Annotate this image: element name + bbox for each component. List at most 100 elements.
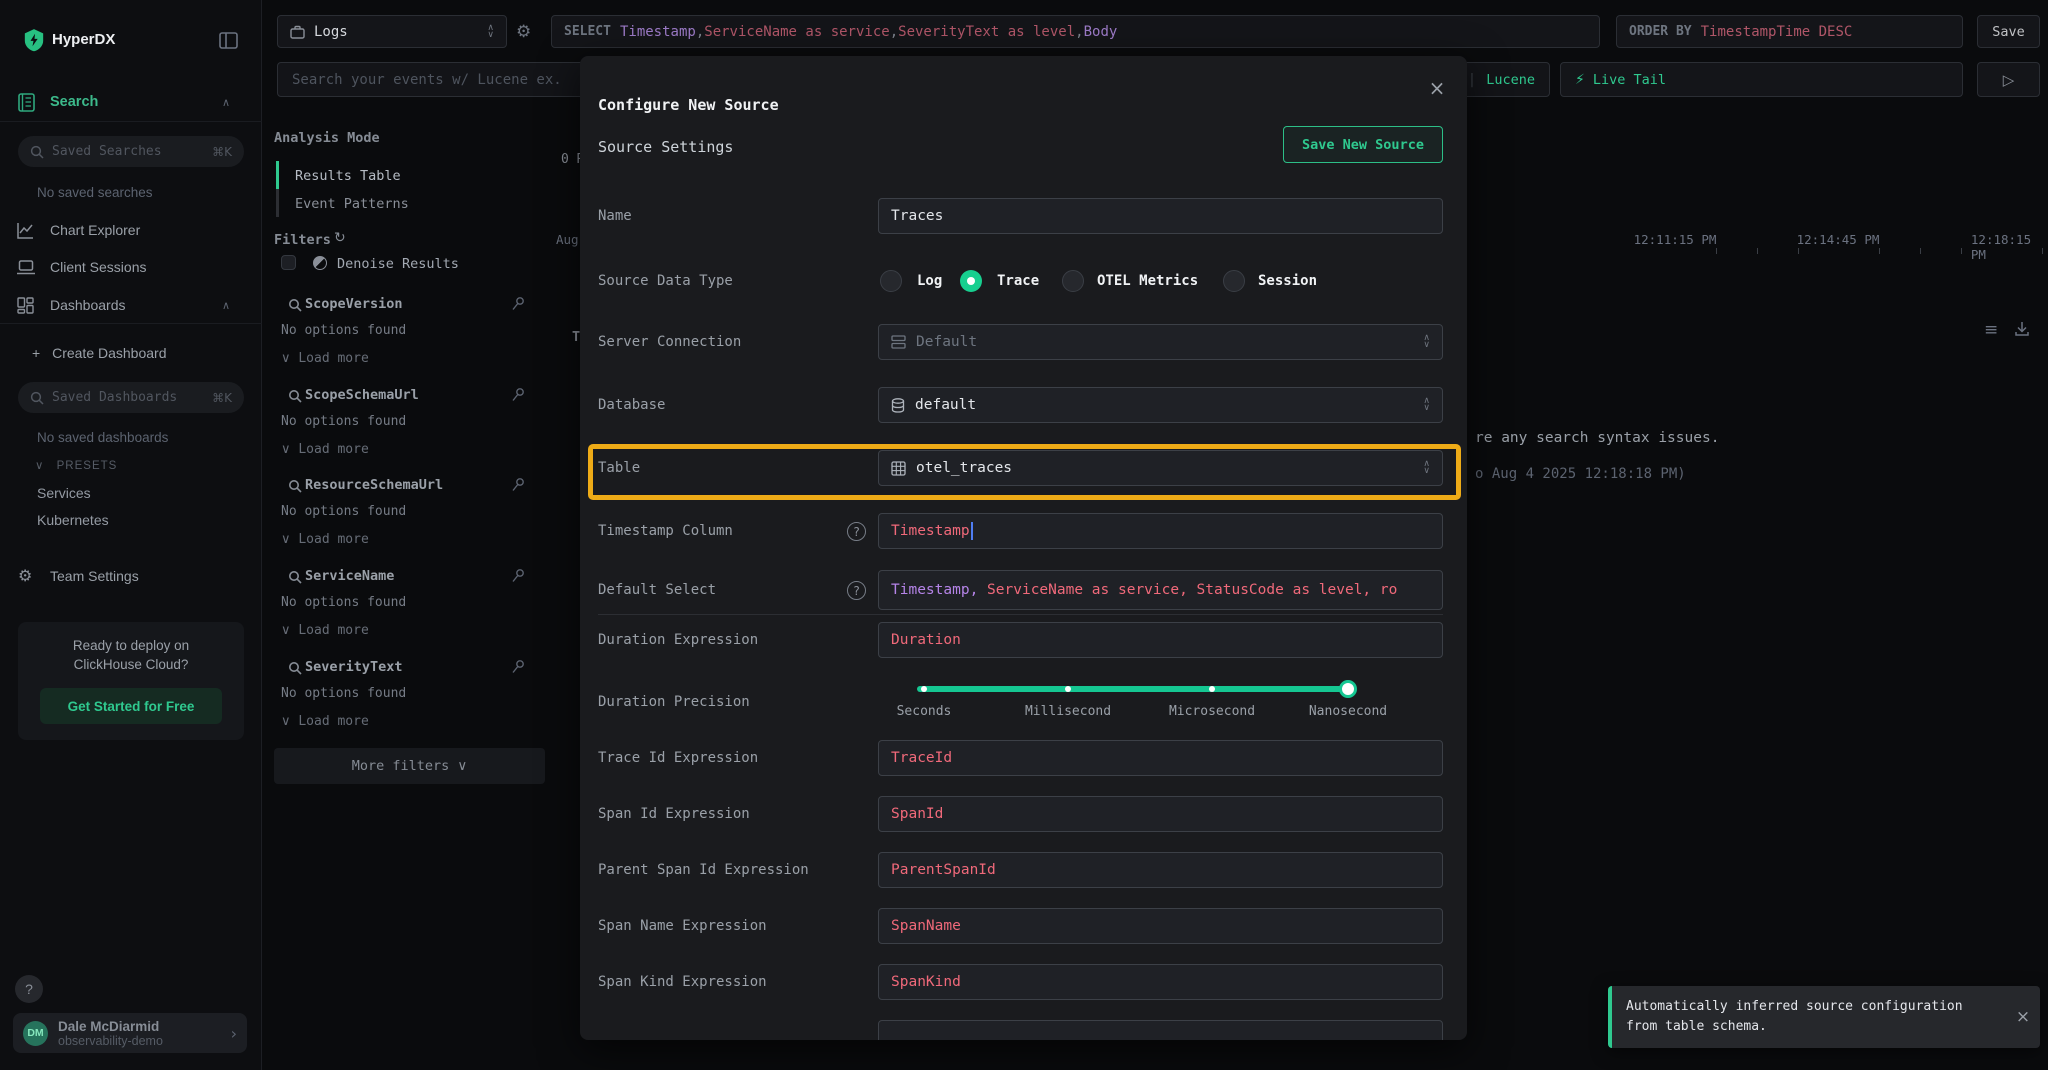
sidebar-item-team-settings[interactable]: Team Settings — [50, 568, 139, 584]
more-filters-button[interactable]: More filters ∨ — [274, 748, 545, 784]
help-icon[interactable]: ? — [847, 522, 866, 541]
client-sessions-icon — [17, 260, 35, 279]
sql-query-input[interactable]: SELECT Timestamp, ServiceName as service… — [551, 15, 1600, 48]
table-select[interactable]: otel_traces ∧ ∨ — [878, 450, 1443, 486]
filter-group-name[interactable]: SeverityText — [305, 659, 403, 675]
save-button[interactable]: Save — [1977, 15, 2040, 48]
lucene-mode-toggle[interactable]: Lucene — [1486, 71, 1535, 88]
chevron-down-icon: ∨ — [457, 758, 468, 774]
span-id-expression-input[interactable]: SpanId — [878, 796, 1443, 832]
axis-tick — [1879, 248, 1880, 254]
load-more-button[interactable]: ∨ Load more — [281, 442, 369, 457]
promo-line1: Ready to deploy on — [72, 638, 190, 653]
sidebar-item-kubernetes[interactable]: Kubernetes — [37, 512, 109, 528]
user-menu[interactable]: DM Dale McDiarmid observability-demo › — [13, 1013, 247, 1053]
load-more-button[interactable]: ∨ Load more — [281, 714, 369, 729]
filters-header: Filters — [274, 232, 331, 248]
source-data-type-label: Source Data Type — [598, 273, 733, 289]
sidebar-item-chart-explorer[interactable]: Chart Explorer — [50, 222, 141, 238]
slider-thumb[interactable] — [1339, 680, 1357, 698]
table-icon — [891, 460, 906, 476]
filter-group-name[interactable]: ScopeVersion — [305, 296, 403, 312]
get-started-button[interactable]: Get Started for Free — [40, 688, 222, 724]
search-icon — [30, 391, 44, 405]
save-new-source-button[interactable]: Save New Source — [1283, 126, 1443, 163]
span-kind-expression-input[interactable]: SpanKind — [878, 964, 1443, 1000]
pin-icon[interactable] — [510, 659, 526, 675]
search-collapse-chevron-icon[interactable]: ∧ — [222, 96, 231, 109]
collapse-sidebar-icon[interactable] — [219, 31, 238, 54]
name-input[interactable]: Traces — [878, 198, 1443, 234]
sidebar-item-services[interactable]: Services — [37, 485, 91, 501]
slider-mark-millisecond[interactable]: Millisecond — [1024, 704, 1112, 719]
radio-trace-label[interactable]: Trace — [997, 273, 1040, 289]
load-more-button[interactable]: ∨ Load more — [281, 623, 369, 638]
gear-icon: ⚙ — [18, 566, 33, 585]
radio-log-label[interactable]: Log — [917, 273, 943, 289]
radio-otel-metrics[interactable] — [1062, 270, 1084, 292]
lightning-icon: ⚡ — [1575, 71, 1585, 88]
sidebar-item-dashboards[interactable]: Dashboards — [50, 297, 126, 313]
slider-stop — [1209, 686, 1215, 692]
download-icon[interactable] — [2014, 321, 2030, 337]
default-select-input[interactable]: Timestamp, ServiceName as service, Statu… — [878, 570, 1443, 610]
pin-icon[interactable] — [510, 477, 526, 493]
trace-id-expression-input[interactable]: TraceId — [878, 740, 1443, 776]
radio-log[interactable] — [880, 270, 902, 292]
toast-close-icon[interactable]: × — [2015, 1007, 2031, 1027]
pin-icon[interactable] — [510, 296, 526, 312]
radio-otel-metrics-label[interactable]: OTEL Metrics — [1097, 273, 1199, 289]
no-saved-searches-note: No saved searches — [37, 185, 153, 200]
radio-session-label[interactable]: Session — [1258, 273, 1318, 289]
parent-span-id-expression-input[interactable]: ParentSpanId — [878, 852, 1443, 888]
source-select[interactable]: Logs ∧ ∨ — [277, 15, 507, 48]
help-icon[interactable]: ? — [847, 581, 866, 600]
slider-mark-nanosecond[interactable]: Nanosecond — [1308, 704, 1388, 719]
presets-toggle[interactable]: ∨ PRESETS — [35, 458, 118, 472]
radio-session[interactable] — [1223, 270, 1245, 292]
help-button[interactable]: ? — [15, 975, 43, 1003]
live-tail-button[interactable]: ⚡ Live Tail — [1560, 62, 1963, 97]
filter-group-name[interactable]: ScopeSchemaUrl — [305, 387, 419, 403]
slider-mark-microsecond[interactable]: Microsecond — [1168, 704, 1256, 719]
table-value: otel_traces — [916, 460, 1013, 476]
filter-group-name[interactable]: ResourceSchemaUrl — [305, 477, 444, 493]
partial-input[interactable] — [878, 1020, 1443, 1040]
pin-icon[interactable] — [510, 568, 526, 584]
query-settings-gear-icon[interactable]: ⚙ — [516, 22, 532, 42]
cmd-k-shortcut: ⌘K — [212, 390, 232, 405]
filter-group-name[interactable]: ServiceName — [305, 568, 395, 584]
database-select[interactable]: default ∧ ∨ — [878, 387, 1443, 423]
saved-dashboards-search[interactable]: ⌘K — [18, 382, 244, 413]
sidebar-item-client-sessions[interactable]: Client Sessions — [50, 259, 147, 275]
refresh-filters-icon[interactable]: ↻ — [334, 230, 346, 246]
load-more-button[interactable]: ∨ Load more — [281, 351, 369, 366]
duration-precision-slider[interactable] — [917, 686, 1356, 692]
server-connection-select[interactable]: Default ∧ ∨ — [878, 324, 1443, 360]
load-more-button[interactable]: ∨ Load more — [281, 532, 369, 547]
modal-close-icon[interactable]: × — [1428, 76, 1446, 100]
sidebar: HyperDX Search ∧ ⌘K No saved searches Ch… — [0, 0, 262, 1070]
sidebar-item-search[interactable]: Search — [50, 94, 99, 110]
order-by-input[interactable]: ORDER BY TimestampTime DESC — [1616, 15, 1963, 48]
tab-results-table[interactable]: Results Table — [295, 168, 401, 184]
duration-expression-input[interactable]: Duration — [878, 622, 1443, 658]
saved-dashboards-input[interactable] — [52, 390, 205, 405]
dashboards-collapse-chevron-icon[interactable]: ∧ — [222, 299, 231, 312]
denoise-icon — [313, 256, 327, 270]
play-button[interactable]: ▷ — [1977, 62, 2040, 97]
table-header-fragment: T — [572, 329, 581, 345]
saved-searches-search[interactable]: ⌘K — [18, 136, 244, 167]
create-dashboard-button[interactable]: + Create Dashboard — [32, 345, 167, 361]
span-name-expression-input[interactable]: SpanName — [878, 908, 1443, 944]
denoise-checkbox[interactable] — [281, 255, 296, 270]
timestamp-column-input[interactable]: Timestamp — [878, 513, 1443, 549]
table-options-icon[interactable]: ≡ — [1984, 320, 1999, 340]
promo-line2: ClickHouse Cloud? — [73, 657, 189, 672]
radio-trace[interactable] — [960, 270, 982, 292]
pin-icon[interactable] — [510, 387, 526, 403]
server-icon — [891, 335, 906, 349]
slider-mark-seconds[interactable]: Seconds — [896, 704, 952, 719]
saved-searches-input[interactable] — [52, 144, 205, 159]
tab-event-patterns[interactable]: Event Patterns — [295, 196, 409, 212]
